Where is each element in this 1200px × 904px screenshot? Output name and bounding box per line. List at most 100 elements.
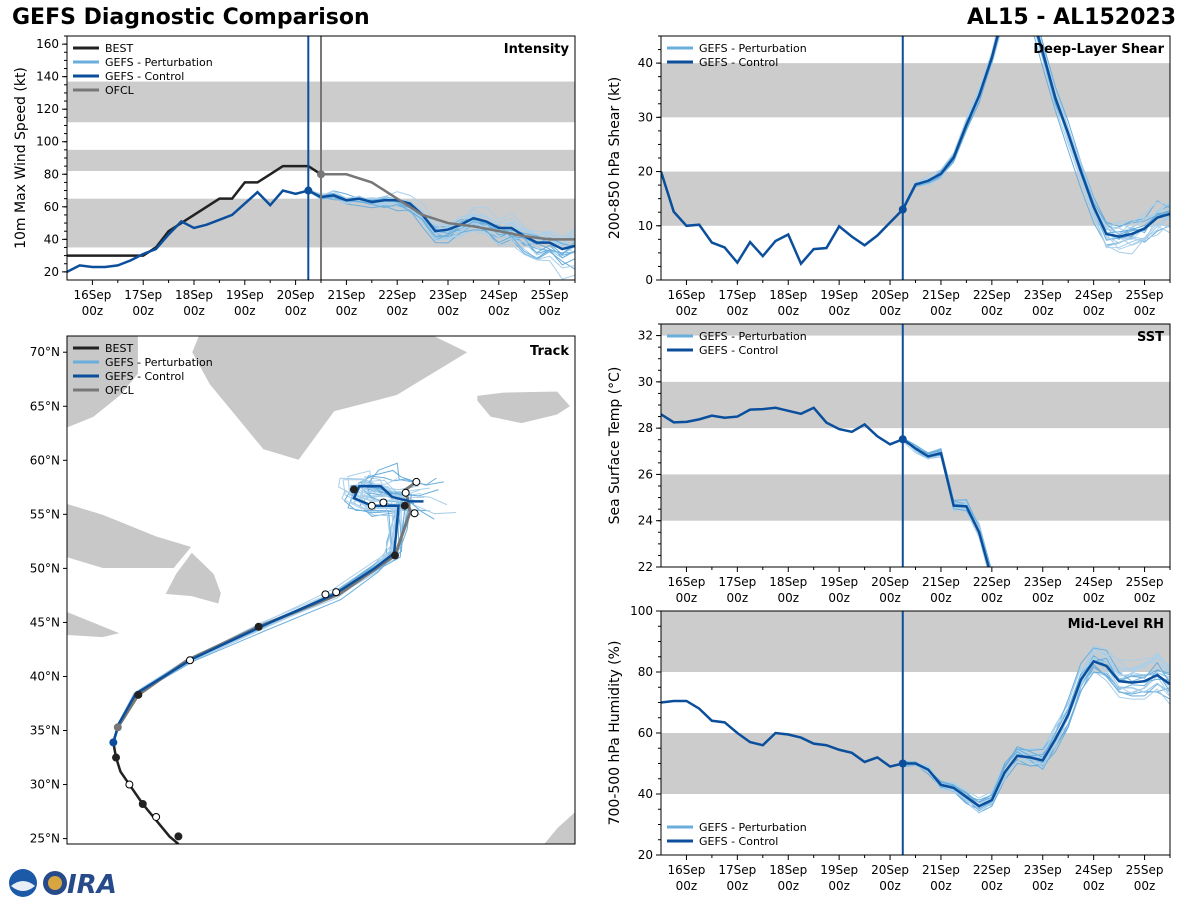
y-tick-label: 40 [638,787,653,801]
x-tick-day: 25Sep [531,288,569,302]
y-tick-label: 32 [638,329,653,343]
y-axis-label: Sea Surface Temp (°C) [607,367,623,525]
ofcl-start-marker [113,723,122,732]
perturbation-member-line [902,662,1170,799]
x-tick-hour: 00z [336,304,358,318]
y-tick-label: 28 [638,421,653,435]
x-tick-day: 16Sep [668,575,706,589]
x-tick-day: 19Sep [820,575,858,589]
y-tick-label: 30 [638,110,653,124]
greenland-landmass [191,336,469,461]
legend-label: GEFS - Control [699,56,778,69]
lat-tick-label: 65°N [30,399,60,413]
panel-title: Intensity [504,42,570,57]
y-tick-label: 80 [44,167,59,181]
x-tick-hour: 00z [437,304,459,318]
track-marker-open [410,509,419,518]
legend-label: GEFS - Control [699,835,778,848]
perturbation-member-line [902,659,1170,808]
x-tick-hour: 00z [676,879,698,893]
y-tick-label: 26 [638,467,653,481]
legend-label: GEFS - Control [105,70,184,83]
nova-scotia-landmass [67,611,122,638]
panel-title: Deep-Layer Shear [1033,42,1164,57]
page-title: GEFS Diagnostic Comparison [12,5,370,30]
track-marker-open [412,477,421,486]
x-tick-hour: 00z [676,304,698,318]
rh-chart: 20 40 60 80 100 16Sep 00z 17Sep 00z 18Sep 00z 19Sep… [607,604,1171,893]
x-tick-day: 23Sep [429,288,467,302]
y-axis-label: 700-500 hPa Humidity (%) [607,641,623,826]
x-tick-day: 16Sep [73,288,111,302]
x-tick-day: 19Sep [820,288,858,302]
x-tick-hour: 00z [676,591,698,605]
track-marker-open [125,780,134,789]
x-tick-day: 24Sep [480,288,518,302]
track-marker-open [332,588,341,597]
map-frame [66,335,576,845]
perturbation-member-line [902,669,1170,803]
shear-chart: 0 10 20 30 40 16Sep 00z 17Sep 00z 18Sep 00z 19Sep 00… [607,35,1171,318]
x-tick-hour: 00z [777,879,799,893]
lat-tick-label: 25°N [30,832,60,846]
track-marker-filled [134,690,143,699]
legend-label: GEFS - Control [699,344,778,357]
lat-tick-label: 40°N [30,669,60,683]
x-tick-day: 25Sep [1126,288,1164,302]
iceland-landmass [476,390,572,424]
x-tick-day: 16Sep [668,863,706,877]
x-tick-day: 17Sep [718,863,756,877]
track-marker-filled [138,800,147,809]
track-marker-open [401,488,410,497]
y-tick-label: 20 [44,265,59,279]
control-track-line [112,484,424,743]
x-tick-hour: 00z [183,304,205,318]
x-tick-day: 16Sep [668,288,706,302]
x-tick-day: 18Sep [769,575,807,589]
x-tick-hour: 00z [828,304,850,318]
lat-tick-label: 60°N [30,453,60,467]
x-tick-hour: 00z [1083,304,1105,318]
y-tick-label: 80 [638,665,653,679]
y-tick-label: 100 [36,135,59,149]
plot-area [661,611,1170,814]
series-line-best [67,164,322,257]
threshold-band [661,611,1170,672]
x-tick-day: 22Sep [973,288,1011,302]
track-map: 25°N 30°N 35°N 40°N 45°N 50°N 55°N 60°N 65°N 70°N… [30,335,576,846]
x-tick-day: 17Sep [124,288,162,302]
perturbation-member-line [902,36,1170,234]
x-tick-hour: 00z [234,304,256,318]
newfoundland-landmass [164,551,222,605]
lat-tick-label: 30°N [30,778,60,792]
x-tick-hour: 00z [981,591,1003,605]
track-marker-open [185,656,194,665]
track-marker-filled [400,501,409,510]
svg-text:IRA: IRA [67,870,115,900]
labrador-landmass [67,503,193,569]
series-line-ofcl [321,173,575,241]
series-line-gefs-control [661,659,1170,808]
perturbation-member-line [902,36,1170,227]
y-tick-label: 22 [638,560,653,574]
panel-title: Mid-Level RH [1068,617,1164,632]
storm-id-label: AL15 - AL152023 [967,5,1176,30]
legend-label: GEFS - Perturbation [699,821,807,834]
track-marker-filled [112,753,121,762]
y-tick-label: 140 [36,70,59,84]
x-tick-hour: 00z [727,304,749,318]
x-tick-hour: 00z [879,879,901,893]
y-tick-label: 120 [36,102,59,116]
y-tick-label: 160 [36,37,59,51]
y-tick-label: 60 [44,200,59,214]
map-area [67,336,575,844]
perturbation-member-line [902,647,1170,801]
x-tick-day: 21Sep [327,288,365,302]
x-tick-day: 18Sep [175,288,213,302]
control-start-marker [898,435,907,444]
x-tick-hour: 00z [1134,879,1156,893]
track-marker-filled [390,551,399,560]
y-tick-label: 20 [638,848,653,862]
x-tick-day: 24Sep [1075,575,1113,589]
threshold-band [661,324,1170,336]
